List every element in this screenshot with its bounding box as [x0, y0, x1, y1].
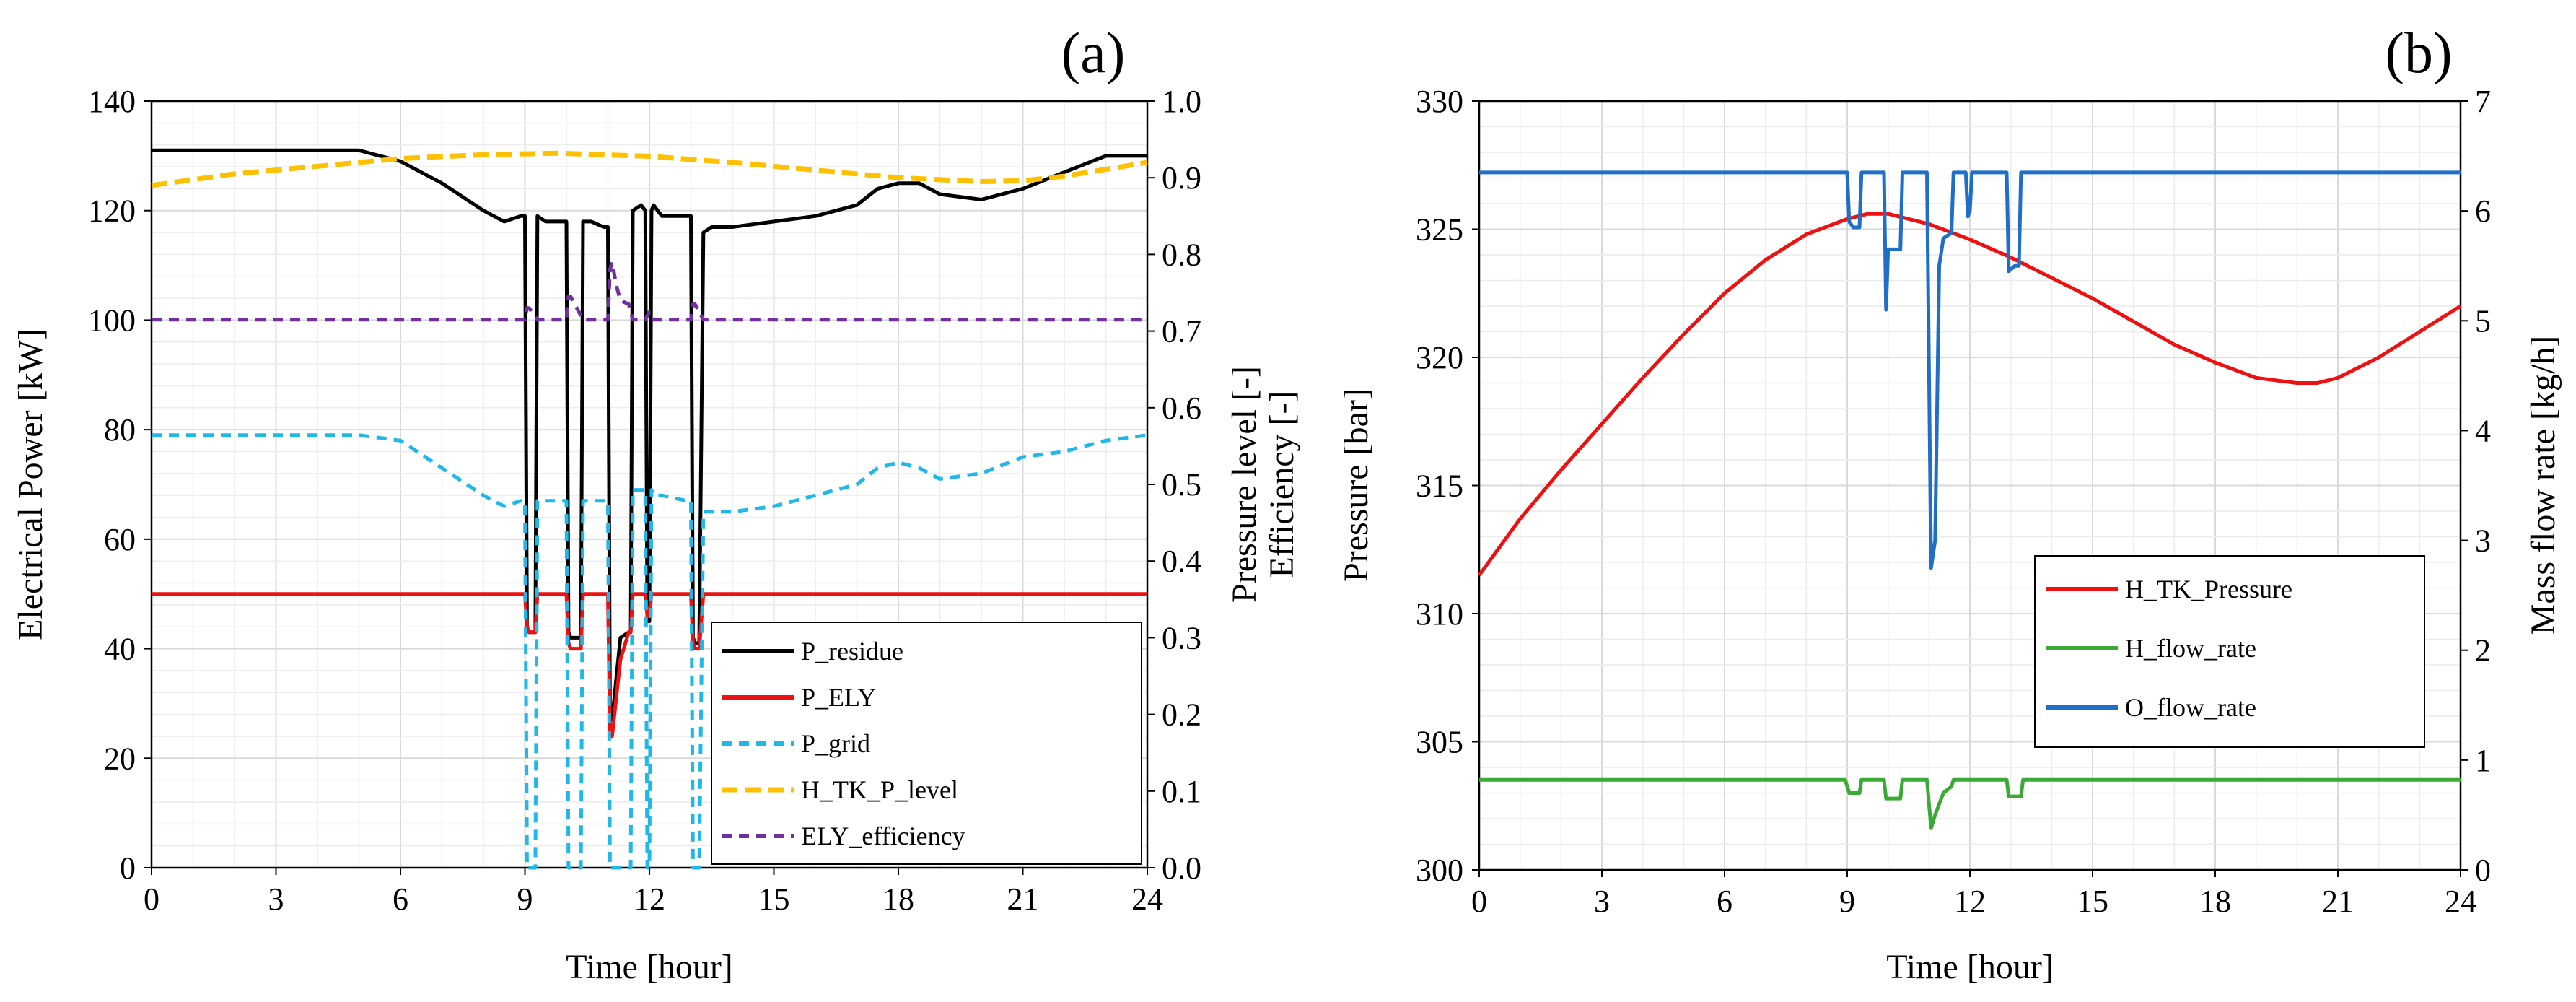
legend-label-p-ely: P_ELY — [801, 683, 876, 712]
panel-a-y-left-ticks: 0 20 40 60 80 100 120 140 — [88, 84, 152, 886]
panel-b-y-right-tick-label-0: 0 — [2475, 853, 2491, 888]
panel-b-y-left-tick-label-315: 315 — [1416, 469, 1463, 504]
panel-a-y-right-axis-label-pressure: Pressure level [-] — [1225, 366, 1263, 603]
panel-a-series-line-h-tk-p-level — [151, 150, 1148, 188]
panel-a-y-left-tick-label-100: 100 — [88, 302, 136, 338]
legend-label-ely-efficiency: ELY_efficiency — [801, 822, 965, 850]
panel-b-y-right-tick-label-2: 2 — [2475, 633, 2491, 668]
panel-a-y-left-tick-label-20: 20 — [104, 741, 136, 776]
panel-a-series-group — [151, 148, 1148, 870]
panel-a-y-right-tick-label-0.6: 0.6 — [1162, 391, 1201, 426]
panel-b-legend: H_TK_Pressure H_flow_rate O_flow_rate — [2034, 555, 2425, 748]
legend-label-p-grid: P_grid — [801, 729, 870, 758]
panel-b-y-right-ticks: 0 1 2 3 4 5 6 7 — [2461, 84, 2491, 888]
legend-label-h-tk-p-level: H_TK_P_level — [801, 775, 958, 804]
panel-b-y-right-tick-label-4: 4 — [2475, 413, 2491, 448]
panel-a-series-line-p-grid — [152, 433, 1148, 870]
panel-a-y-left-axis-label: Electrical Power [kW] — [12, 328, 50, 640]
panel-b-x-tick-label-18: 18 — [2199, 884, 2231, 919]
panel-b-y-right-tick-label-7: 7 — [2475, 84, 2491, 119]
panel-a-chart: 0 3 6 9 12 15 18 21 24 0 20 40 60 80 100 120 140 0.0 0.1… — [12, 22, 1301, 986]
panel-a-x-tick-label-24: 24 — [1131, 881, 1163, 917]
panel-a-y-left-tick-label-140: 140 — [88, 84, 136, 119]
panel-b-y-right-tick-label-1: 1 — [2475, 743, 2491, 778]
panel-b-x-tick-label-9: 9 — [1839, 884, 1855, 919]
panel-b-y-left-tick-label-310: 310 — [1416, 596, 1463, 632]
legend-label-p-residue: P_residue — [801, 637, 903, 666]
panel-b-y-right-tick-label-6: 6 — [2475, 193, 2491, 229]
panel-a-y-right-tick-label-0.8: 0.8 — [1162, 237, 1201, 272]
panel-a-y-right-tick-label-0.7: 0.7 — [1162, 314, 1201, 349]
panel-b-series-line-h-tk-pressure — [1477, 212, 2462, 577]
panel-a-x-tick-label-21: 21 — [1007, 881, 1039, 917]
panel-a-x-tick-label-0: 0 — [144, 881, 159, 917]
panel-b-x-tick-label-0: 0 — [1471, 884, 1487, 919]
panel-a-y-right-ticks: 0.0 0.1 0.2 0.3 0.4 0.5 0.6 0.7 0.8 0.9 1.0 — [1147, 84, 1201, 886]
panel-a-y-left-tick-label-0: 0 — [120, 850, 136, 886]
panel-a-y-right-tick-label-0.1: 0.1 — [1162, 774, 1201, 809]
panel-b-series-line-o-flow-rate — [1479, 170, 2461, 570]
panel-b-gridlines — [1478, 100, 2461, 871]
panel-b-y-right-axis-label: Mass flow rate [kg/h] — [2524, 336, 2562, 635]
panel-a-x-tick-label-12: 12 — [634, 881, 665, 917]
panel-b-x-tick-label-21: 21 — [2322, 884, 2354, 919]
panel-a-y-right-tick-label-1.0: 1.0 — [1162, 84, 1201, 119]
panel-a-y-right-tick-label-0.4: 0.4 — [1162, 544, 1201, 579]
panel-a-y-left-tick-label-40: 40 — [104, 632, 136, 667]
panel-b-x-axis-label: Time [hour] — [1886, 948, 2054, 986]
panel-b-label: (b) — [2385, 22, 2452, 85]
panel-b-x-tick-label-15: 15 — [2077, 884, 2108, 919]
panel-b-y-right-tick-label-5: 5 — [2475, 303, 2491, 339]
panel-a-x-tick-label-9: 9 — [517, 881, 533, 917]
panel-b-y-right-tick-label-3: 3 — [2475, 523, 2491, 559]
panel-b-y-left-tick-label-305: 305 — [1416, 725, 1463, 760]
panel-a-y-left-tick-label-120: 120 — [88, 193, 136, 229]
legend-label-h-tk-pressure: H_TK_Pressure — [2125, 575, 2292, 604]
panel-b-y-left-tick-label-320: 320 — [1416, 340, 1463, 375]
panel-a-y-right-axis-label-efficiency: Efficiency [-] — [1263, 391, 1301, 578]
panel-a-y-left-tick-label-60: 60 — [104, 522, 136, 557]
panel-b-y-left-axis-label: Pressure [bar] — [1337, 388, 1375, 582]
panel-b-y-left-ticks: 300 305 310 315 320 325 330 — [1416, 84, 1479, 888]
panel-a-y-left-tick-label-80: 80 — [104, 412, 136, 448]
panel-b-y-left-tick-label-300: 300 — [1416, 853, 1463, 888]
panel-a-x-axis-label: Time [hour] — [566, 948, 733, 986]
panel-b-y-left-tick-label-325: 325 — [1416, 212, 1463, 248]
panel-a-x-tick-label-15: 15 — [758, 881, 790, 917]
panel-b-series-line-h-flow-rate — [1479, 777, 2461, 830]
panel-a-x-tick-label-3: 3 — [268, 881, 284, 917]
panel-a-series-line-ely-efficiency — [152, 260, 1147, 322]
panel-a-y-right-tick-label-0.9: 0.9 — [1162, 160, 1201, 196]
panel-a-y-right-tick-label-0.5: 0.5 — [1162, 467, 1201, 502]
panel-a-x-ticks: 0 3 6 9 12 15 18 21 24 — [144, 868, 1163, 917]
panel-b-y-left-tick-label-330: 330 — [1416, 84, 1463, 119]
panel-a-y-right-tick-label-0.2: 0.2 — [1162, 697, 1201, 733]
panel-a-label: (a) — [1061, 22, 1126, 85]
panel-b-series-group — [1477, 170, 2462, 830]
panel-b-x-tick-label-12: 12 — [1954, 884, 1986, 919]
legend-label-o-flow-rate: O_flow_rate — [2125, 693, 2256, 722]
panel-a-legend: P_residue P_ELY P_grid H_TK_P_level ELY_… — [711, 622, 1142, 865]
panel-b-x-tick-label-6: 6 — [1717, 884, 1732, 919]
panel-a-x-tick-label-6: 6 — [393, 881, 408, 917]
panel-b-x-ticks: 0 3 6 9 12 15 18 21 24 — [1471, 870, 2476, 919]
panel-b-x-tick-label-24: 24 — [2445, 884, 2476, 919]
panel-a-x-tick-label-18: 18 — [882, 881, 914, 917]
panel-a-y-right-tick-label-0.0: 0.0 — [1162, 850, 1201, 886]
panel-a-y-right-tick-label-0.3: 0.3 — [1162, 620, 1201, 655]
legend-label-h-flow-rate: H_flow_rate — [2125, 634, 2256, 663]
panel-b-x-tick-label-3: 3 — [1594, 884, 1610, 919]
